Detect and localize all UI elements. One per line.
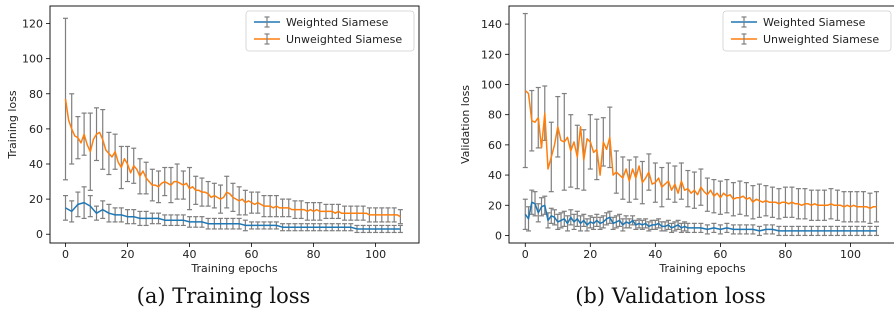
y-tick-label: 0 [36,228,43,241]
x-tick-label: 0 [522,248,529,261]
y-tick-label: 40 [29,158,43,171]
y-tick-label: 100 [481,78,502,91]
legend-label: Weighted Siamese [286,16,389,29]
y-axis-label: Validation loss [459,85,472,164]
series-line-unweighted [524,89,877,210]
legend: Weighted Siamese Unweighted Siamese [245,10,415,52]
y-tick-label: 120 [22,18,43,31]
x-tick-label: 100 [840,248,861,261]
y-tick-label: 140 [481,18,502,31]
legend-label: Unweighted Siamese [286,33,402,46]
x-tick-label: 40 [183,248,197,261]
x-tick-label: 80 [778,248,792,261]
validation-loss-chart: 0 20 40 60 80 100 0 20 40 60 80 100 120 140 Training e… [459,5,894,275]
x-axis-label: Training epochs [658,262,745,275]
chart-panel-training: 0 20 40 60 80 100 0 20 40 60 80 100 120 Training epoc… [6,5,420,308]
y-tick-label: 40 [488,169,502,182]
legend: Weighted Siamese Unweighted Siamese [722,10,892,52]
legend-label: Unweighted Siamese [763,33,879,46]
legend-box [722,10,892,52]
x-tick-label: 40 [648,248,662,261]
y-axis-label: Training loss [6,90,19,159]
y-tick-label: 120 [481,48,502,61]
y-tick-label: 20 [488,199,502,212]
axes-frame [508,5,894,244]
chart-panel-validation: 0 20 40 60 80 100 0 20 40 60 80 100 120 140 Training e… [447,0,894,320]
series-line-weighted [65,201,401,230]
x-tick-label: 20 [583,248,597,261]
x-tick-label: 0 [62,248,69,261]
x-tick-label: 20 [121,248,135,261]
x-tick-label: 80 [307,248,321,261]
y-tick-label: 0 [495,229,502,242]
x-axis-label: Training epochs [190,262,277,275]
caption-validation: (b) Validation loss [575,284,766,308]
caption-training: (a) Training loss [136,284,311,308]
legend-box [245,10,415,52]
series-line-weighted [524,201,877,232]
x-tick-label: 60 [713,248,727,261]
y-tick-label: 60 [29,123,43,136]
axes-frame [49,5,420,244]
y-tick-label: 80 [29,88,43,101]
x-tick-label: 100 [365,248,386,261]
legend-label: Weighted Siamese [763,16,866,29]
y-tick-label: 100 [22,53,43,66]
y-tick-label: 80 [488,109,502,122]
y-tick-label: 20 [29,193,43,206]
series-line-unweighted [64,98,401,218]
x-tick-label: 60 [245,248,259,261]
y-tick-label: 60 [488,139,502,152]
training-loss-chart: 0 20 40 60 80 100 0 20 40 60 80 100 120 Training epoc… [6,5,420,275]
